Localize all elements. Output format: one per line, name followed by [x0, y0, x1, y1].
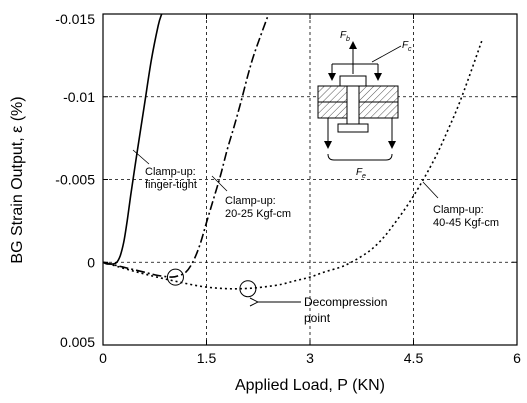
series-line-3 [103, 38, 484, 290]
annotation-finger-tight-line2: finger-tight [145, 179, 197, 191]
bolt-shank [346, 85, 360, 127]
leader-40-45 [422, 181, 439, 199]
force-c-subscript: c [408, 46, 412, 53]
annotation-decompression-line2: point [304, 311, 331, 325]
leader-finger-tight [132, 149, 150, 165]
annotation-20-25-line1: Clamp-up: [225, 195, 276, 207]
x-tick-label: 3 [306, 350, 314, 366]
nut [337, 123, 369, 133]
series-line-2 [103, 14, 270, 278]
annotation-decompression-line1: Decompression [304, 295, 387, 309]
annotation-40-45-line1: Clamp-up: [433, 204, 484, 216]
force-e-bracket [327, 153, 393, 161]
decompression-marker [166, 268, 184, 286]
force-e-subscript: e [362, 173, 366, 180]
annotation-finger-tight: Clamp-up: finger-tight [132, 149, 197, 191]
y-axis-title: BG Strain Output, ε (%) [9, 96, 26, 263]
series-layer [103, 14, 484, 290]
decompression-markers [166, 268, 257, 298]
series-line-1 [103, 14, 163, 265]
force-c-label: F [402, 40, 409, 51]
force-e-label: F [356, 167, 363, 178]
annotation-40-45-line2: 40-45 Kgf-cm [433, 217, 499, 229]
annotation-20-25: Clamp-up: 20-25 Kgf-cm [211, 175, 291, 220]
annotation-decompression: Decompression point [258, 295, 387, 325]
decompression-marker [239, 280, 257, 298]
x-tick-label: 6 [513, 350, 521, 366]
y-tick-label: -0.005 [55, 172, 95, 188]
annotation-20-25-line2: 20-25 Kgf-cm [225, 208, 291, 220]
force-c-leader [371, 45, 402, 63]
y-tick-label: -0.015 [55, 11, 95, 27]
y-tick-label: -0.01 [63, 89, 95, 105]
leader-20-25 [211, 175, 228, 192]
x-tick-label: 4.5 [404, 350, 424, 366]
grid-lines [103, 14, 517, 345]
y-tick-label: 0 [87, 254, 95, 270]
force-b-subscript: b [346, 36, 350, 43]
force-b-label: F [340, 30, 347, 41]
annotation-finger-tight-line1: Clamp-up: [145, 166, 196, 178]
x-tick-label: 0 [99, 350, 107, 366]
bolt-head [339, 75, 367, 87]
bolted-joint-schematic: F b F c F e [317, 30, 412, 180]
x-tick-label: 1.5 [197, 350, 217, 366]
x-axis-title: Applied Load, P (KN) [235, 377, 385, 394]
annotation-40-45: Clamp-up: 40-45 Kgf-cm [422, 181, 499, 229]
y-tick-label: 0.005 [60, 334, 95, 350]
